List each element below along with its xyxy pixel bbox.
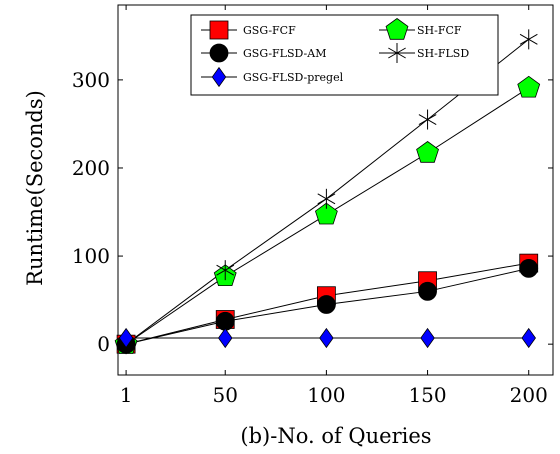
- legend-label: GSG-FCF: [243, 24, 296, 37]
- data-point: [418, 281, 437, 301]
- data-point: [319, 327, 334, 349]
- data-point: [519, 29, 538, 50]
- legend-label: SH-FLSD: [417, 47, 469, 60]
- legend-label: SH-FCF: [417, 24, 462, 37]
- data-point: [416, 141, 439, 163]
- legend-box: [190, 14, 499, 96]
- x-tick-label: 100: [307, 383, 345, 407]
- legend-label: GSG-FLSD-AM: [243, 47, 326, 60]
- data-point: [216, 260, 235, 281]
- data-point: [517, 75, 541, 98]
- legend-marker: [388, 43, 406, 63]
- y-axis-label: Runtime(Seconds): [23, 90, 47, 286]
- x-axis-label: (b)-No. of Queries: [240, 424, 431, 448]
- legend-marker: [209, 43, 229, 63]
- data-point: [521, 327, 536, 349]
- legend-label: GSG-FLSD-pregel: [243, 71, 344, 84]
- y-tick-label: 200: [72, 156, 110, 180]
- legend-marker: [209, 20, 229, 40]
- plot-frame: [117, 4, 554, 376]
- x-tick-label: 1: [120, 383, 133, 407]
- legend-marker: [211, 66, 227, 88]
- x-tick-label: 150: [408, 383, 446, 407]
- x-tick-label: 200: [510, 383, 548, 407]
- data-point: [316, 295, 336, 314]
- y-tick-label: 0: [97, 332, 110, 356]
- legend-marker: [385, 18, 409, 40]
- data-point: [118, 327, 134, 349]
- x-tick-label: 50: [213, 383, 238, 407]
- data-point: [519, 259, 539, 278]
- legend: GSG-FCF SH-FCF GSG-FLSD-AM SH-FLSD GSG-FLSD-…: [190, 14, 499, 96]
- data-point: [314, 202, 338, 225]
- data-point: [215, 311, 235, 331]
- data-point: [420, 327, 435, 349]
- y-tick-label: 300: [72, 68, 110, 92]
- data-point: [418, 109, 437, 130]
- y-tick-label: 100: [72, 244, 110, 268]
- data-point: [317, 188, 336, 209]
- data-point: [217, 327, 233, 349]
